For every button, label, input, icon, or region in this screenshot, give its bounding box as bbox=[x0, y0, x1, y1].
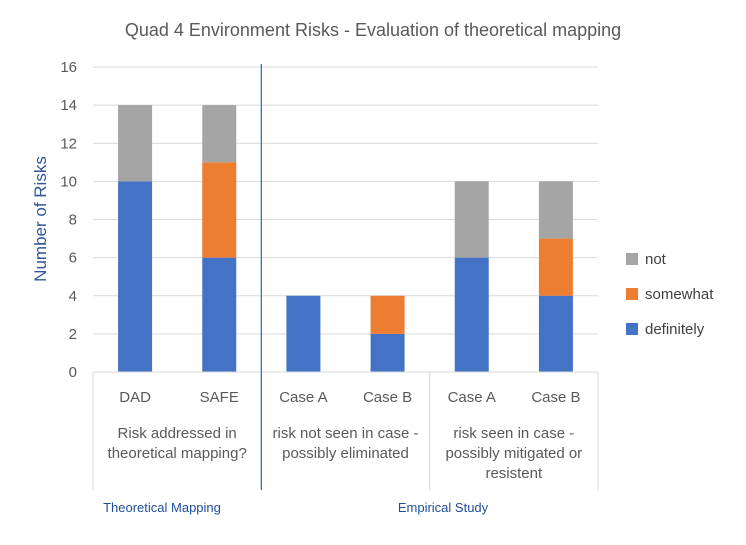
group-label: risk not seen in case - bbox=[273, 425, 419, 442]
bar-segment-definitely bbox=[286, 295, 321, 372]
group-label: Risk addressed in bbox=[118, 425, 237, 442]
section-theoretical-mapping: Theoretical Mapping bbox=[103, 500, 221, 515]
y-tick-label: 14 bbox=[60, 97, 77, 114]
y-tick-label: 4 bbox=[69, 288, 77, 305]
y-tick-label: 0 bbox=[69, 364, 77, 381]
legend-swatch-not bbox=[626, 253, 638, 265]
group-label: resistent bbox=[485, 465, 543, 482]
section-empirical-study: Empirical Study bbox=[398, 500, 489, 515]
bar-segment-not bbox=[538, 181, 573, 239]
legend-label-definitely: definitely bbox=[645, 321, 705, 338]
x-tick-label: SAFE bbox=[200, 389, 239, 406]
group-label: possibly mitigated or bbox=[445, 445, 582, 462]
y-tick-label: 2 bbox=[69, 326, 77, 343]
bar-segment-somewhat bbox=[538, 238, 573, 296]
bar-segment-not bbox=[118, 105, 153, 182]
bar-segment-not bbox=[454, 181, 489, 258]
bar-segment-definitely bbox=[538, 295, 573, 372]
bar-segment-not bbox=[202, 105, 237, 163]
y-tick-label: 12 bbox=[60, 135, 77, 152]
x-tick-label: Case B bbox=[363, 389, 412, 406]
bar-segment-definitely bbox=[202, 257, 237, 372]
bar-segment-somewhat bbox=[202, 162, 237, 258]
bar-segment-somewhat bbox=[370, 295, 405, 334]
group-label: theoretical mapping? bbox=[108, 445, 247, 462]
legend-swatch-definitely bbox=[626, 323, 638, 335]
group-label: risk seen in case - bbox=[453, 425, 574, 442]
group-label: possibly eliminated bbox=[282, 445, 409, 462]
y-tick-label: 16 bbox=[60, 59, 77, 76]
x-tick-label: Case A bbox=[279, 389, 327, 406]
legend-label-somewhat: somewhat bbox=[645, 286, 714, 303]
x-tick-label: Case B bbox=[531, 389, 580, 406]
y-axis-label: Number of Risks bbox=[31, 156, 50, 282]
x-tick-label: Case A bbox=[448, 389, 496, 406]
y-tick-label: 8 bbox=[69, 212, 77, 229]
y-tick-label: 6 bbox=[69, 250, 77, 267]
legend-label-not: not bbox=[645, 251, 667, 268]
y-tick-label: 10 bbox=[60, 173, 77, 190]
chart-title: Quad 4 Environment Risks - Evaluation of… bbox=[125, 20, 621, 40]
bar-segment-definitely bbox=[370, 333, 405, 372]
x-tick-label: DAD bbox=[119, 389, 151, 406]
legend-swatch-somewhat bbox=[626, 288, 638, 300]
bar-segment-definitely bbox=[454, 257, 489, 372]
bar-segment-definitely bbox=[118, 181, 153, 372]
